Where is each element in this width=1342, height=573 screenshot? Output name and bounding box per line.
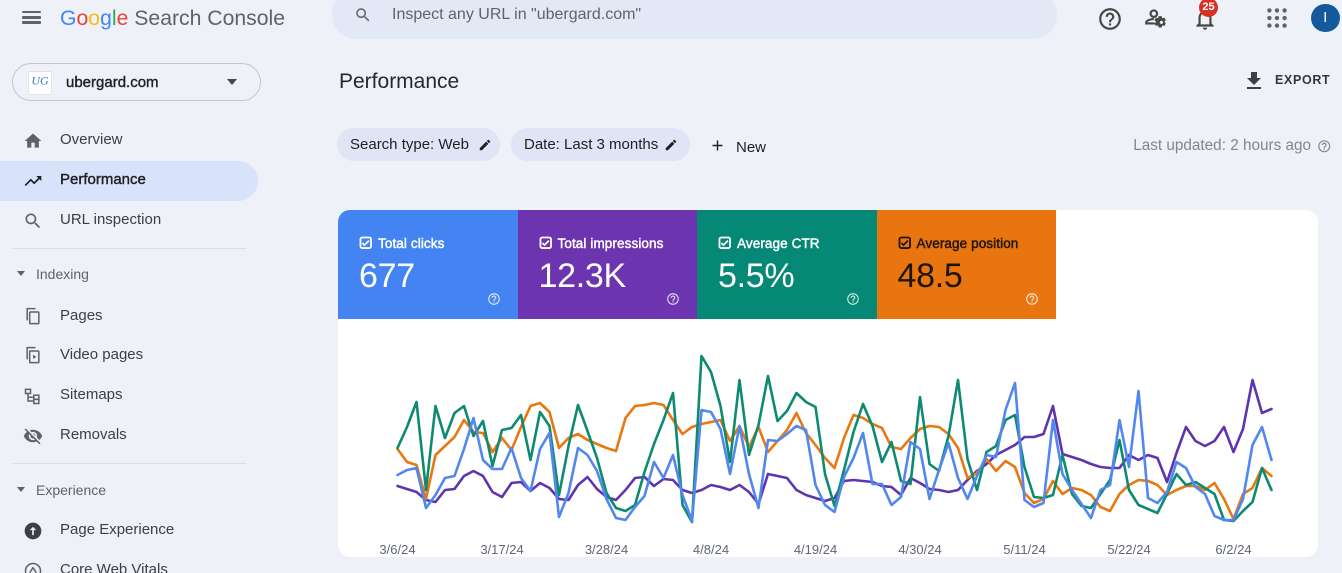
svg-text:UG: UG: [31, 73, 49, 87]
